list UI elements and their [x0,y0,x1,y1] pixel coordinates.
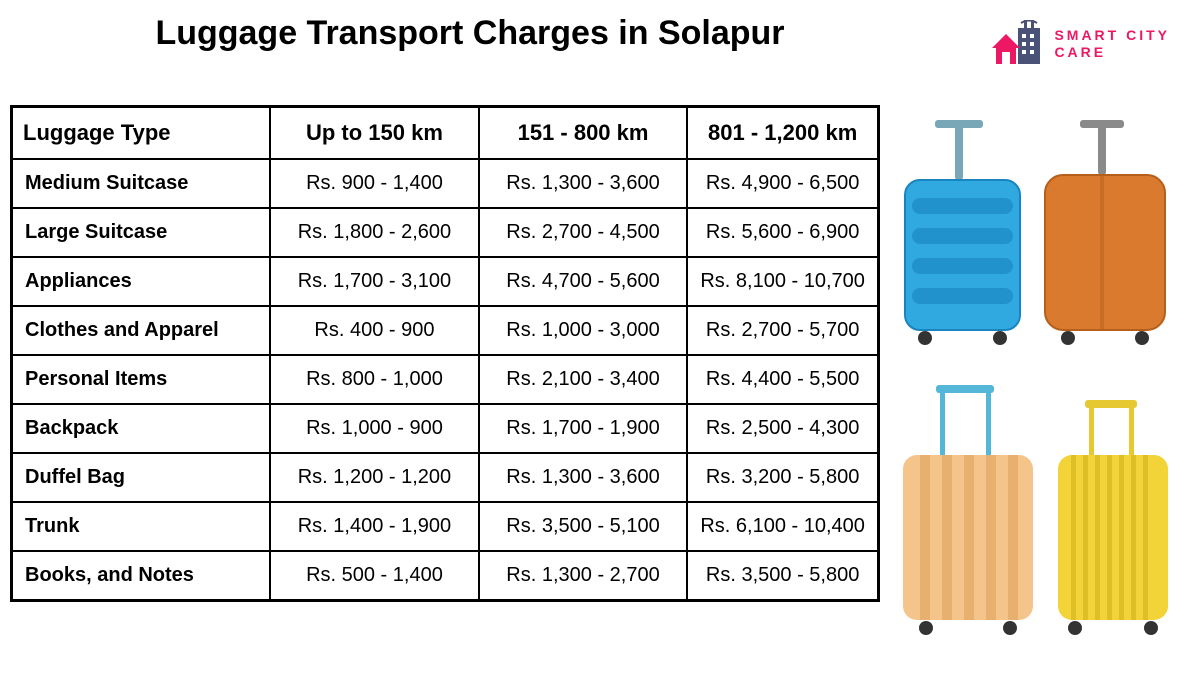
table-row: Medium SuitcaseRs. 900 - 1,400Rs. 1,300 … [13,160,877,209]
table-header-row: Luggage Type Up to 150 km 151 - 800 km 8… [13,108,877,160]
cell-dist1: Rs. 1,400 - 1,900 [271,503,480,550]
cell-luggage-type: Personal Items [13,356,271,403]
cell-luggage-type: Clothes and Apparel [13,307,271,354]
page-title: Luggage Transport Charges in Solapur [120,0,820,55]
cell-dist1: Rs. 1,700 - 3,100 [271,258,480,305]
cell-dist2: Rs. 1,300 - 3,600 [480,454,689,501]
cell-dist3: Rs. 6,100 - 10,400 [688,503,877,550]
charges-table: Luggage Type Up to 150 km 151 - 800 km 8… [10,105,880,602]
cell-luggage-type: Trunk [13,503,271,550]
cell-luggage-type: Backpack [13,405,271,452]
cell-dist3: Rs. 4,400 - 5,500 [688,356,877,403]
cell-luggage-type: Large Suitcase [13,209,271,256]
cell-dist1: Rs. 500 - 1,400 [271,552,480,599]
cell-dist3: Rs. 5,600 - 6,900 [688,209,877,256]
cell-dist1: Rs. 1,800 - 2,600 [271,209,480,256]
table-row: BackpackRs. 1,000 - 900Rs. 1,700 - 1,900… [13,405,877,454]
col-header-d1: Up to 150 km [271,108,480,158]
cell-dist3: Rs. 4,900 - 6,500 [688,160,877,207]
suitcase-yellow-icon [1053,400,1173,635]
brand-logo-icon [988,20,1048,68]
suitcase-orange-icon [1040,120,1170,345]
cell-dist2: Rs. 1,000 - 3,000 [480,307,689,354]
table-row: TrunkRs. 1,400 - 1,900Rs. 3,500 - 5,100R… [13,503,877,552]
cell-dist1: Rs. 900 - 1,400 [271,160,480,207]
cell-luggage-type: Medium Suitcase [13,160,271,207]
table-row: Large SuitcaseRs. 1,800 - 2,600Rs. 2,700… [13,209,877,258]
cell-dist2: Rs. 1,700 - 1,900 [480,405,689,452]
col-header-type: Luggage Type [13,108,271,158]
cell-dist2: Rs. 1,300 - 2,700 [480,552,689,599]
cell-dist2: Rs. 1,300 - 3,600 [480,160,689,207]
cell-dist1: Rs. 800 - 1,000 [271,356,480,403]
brand-logo: SMART CITY CARE [988,20,1170,68]
cell-dist1: Rs. 400 - 900 [271,307,480,354]
brand-line2: CARE [1054,44,1170,61]
table-row: AppliancesRs. 1,700 - 3,100Rs. 4,700 - 5… [13,258,877,307]
brand-logo-text: SMART CITY CARE [1054,27,1170,61]
cell-dist2: Rs. 2,100 - 3,400 [480,356,689,403]
cell-dist3: Rs. 3,500 - 5,800 [688,552,877,599]
suitcase-illustrations [890,120,1180,675]
cell-dist2: Rs. 4,700 - 5,600 [480,258,689,305]
table-row: Books, and NotesRs. 500 - 1,400Rs. 1,300… [13,552,877,599]
cell-luggage-type: Appliances [13,258,271,305]
cell-dist2: Rs. 3,500 - 5,100 [480,503,689,550]
cell-dist3: Rs. 3,200 - 5,800 [688,454,877,501]
table-row: Personal ItemsRs. 800 - 1,000Rs. 2,100 -… [13,356,877,405]
cell-dist3: Rs. 2,500 - 4,300 [688,405,877,452]
cell-dist2: Rs. 2,700 - 4,500 [480,209,689,256]
cell-dist1: Rs. 1,200 - 1,200 [271,454,480,501]
cell-dist1: Rs. 1,000 - 900 [271,405,480,452]
col-header-d2: 151 - 800 km [480,108,689,158]
suitcase-peach-icon [898,385,1038,635]
cell-luggage-type: Books, and Notes [13,552,271,599]
col-header-d3: 801 - 1,200 km [688,108,877,158]
cell-dist3: Rs. 2,700 - 5,700 [688,307,877,354]
brand-line1: SMART CITY [1054,27,1170,44]
table-row: Clothes and ApparelRs. 400 - 900Rs. 1,00… [13,307,877,356]
suitcase-blue-icon [900,120,1025,345]
table-row: Duffel BagRs. 1,200 - 1,200Rs. 1,300 - 3… [13,454,877,503]
cell-dist3: Rs. 8,100 - 10,700 [688,258,877,305]
cell-luggage-type: Duffel Bag [13,454,271,501]
